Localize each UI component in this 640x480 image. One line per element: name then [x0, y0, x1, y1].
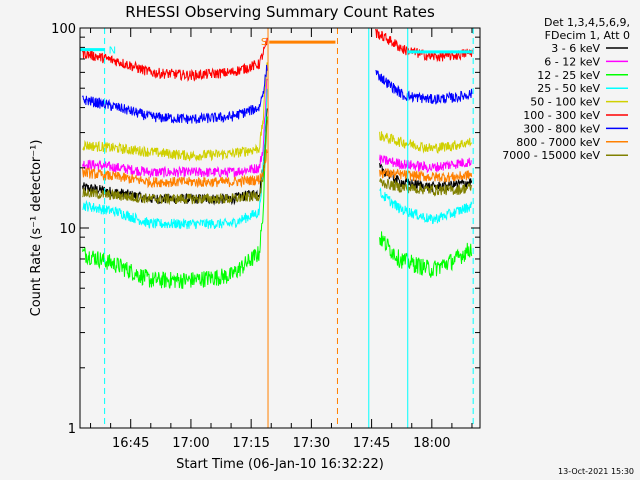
y-tick-label: 10 — [59, 222, 76, 237]
series-line-post-gap-2 — [379, 231, 473, 278]
series-line-post-gap-7 — [379, 168, 473, 183]
series-line-pre-gap-6 — [82, 64, 268, 125]
series-line-pre-gap-4 — [82, 62, 268, 162]
series-line-pre-gap-8 — [82, 120, 268, 206]
legend-entry-label: 100 - 300 keV — [523, 109, 600, 122]
series-line-post-gap-6 — [375, 69, 473, 105]
legend-entry-label: 25 - 50 keV — [537, 82, 600, 95]
legend-header-line: FDecim 1, Att 0 — [545, 29, 630, 42]
series-line-post-gap-8 — [379, 178, 473, 197]
series-line-post-gap-3 — [379, 187, 473, 225]
y-tick-label: 100 — [51, 22, 76, 37]
legend-entry-label: 6 - 12 keV — [544, 55, 600, 68]
legend-entry-label: 800 - 7000 keV — [516, 136, 600, 149]
y-axis: 1 10 100 — [51, 22, 480, 437]
chart-title: RHESSI Observing Summary Count Rates — [125, 3, 435, 21]
x-tick-label: 18:00 — [413, 436, 450, 451]
x-tick-label: 16:45 — [112, 436, 149, 451]
legend-header-line: Det 1,3,4,5,6,9, — [544, 16, 630, 29]
legend-entry-label: 7000 - 15000 keV — [502, 149, 600, 162]
series-line-pre-gap-3 — [82, 88, 268, 230]
series-line-post-gap-1 — [379, 154, 472, 174]
x-tick-label: 17:45 — [353, 436, 390, 451]
legend-entry-label: 12 - 25 keV — [537, 69, 600, 82]
y-tick-label: 1 — [68, 422, 76, 437]
x-tick-label: 17:15 — [232, 436, 269, 451]
series-line-pre-gap-5 — [82, 37, 268, 82]
legend: Det 1,3,4,5,6,9,FDecim 1, Att 03 - 6 keV… — [502, 16, 630, 162]
flag-label-1: S — [261, 37, 267, 48]
x-tick-label: 17:30 — [293, 436, 330, 451]
series-line-pre-gap-2 — [82, 116, 268, 289]
y-axis-label: Count Rate (s⁻¹ detector⁻¹) — [29, 140, 44, 317]
flag-label-0: N — [109, 46, 116, 57]
legend-entry-label: 3 - 6 keV — [551, 42, 600, 55]
series-line-pre-gap-7 — [82, 149, 268, 189]
series-line-pre-gap-1 — [82, 78, 268, 178]
x-tick-label: 17:00 — [172, 436, 209, 451]
series-line-post-gap-4 — [379, 131, 473, 154]
legend-entry-label: 50 - 100 keV — [530, 96, 600, 109]
legend-entry-label: 300 - 800 keV — [523, 122, 600, 135]
timestamp: 13-Oct-2021 15:30 — [558, 467, 634, 476]
x-axis-label: Start Time (06-Jan-10 16:32:22) — [176, 457, 384, 472]
x-axis: 16:45 17:00 17:15 17:30 17:45 18:00 — [90, 28, 473, 451]
